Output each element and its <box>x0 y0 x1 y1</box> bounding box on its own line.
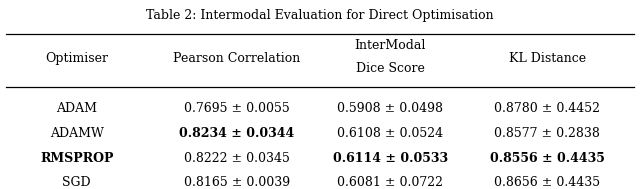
Text: 0.5908 ± 0.0498: 0.5908 ± 0.0498 <box>337 102 444 115</box>
Text: 0.7695 ± 0.0055: 0.7695 ± 0.0055 <box>184 102 290 115</box>
Text: 0.6114 ± 0.0533: 0.6114 ± 0.0533 <box>333 152 448 165</box>
Text: 0.8780 ± 0.4452: 0.8780 ± 0.4452 <box>494 102 600 115</box>
Text: 0.8656 ± 0.4435: 0.8656 ± 0.4435 <box>494 176 600 189</box>
Text: RMSPROP: RMSPROP <box>40 152 113 165</box>
Text: Optimiser: Optimiser <box>45 52 108 65</box>
Text: 0.6081 ± 0.0722: 0.6081 ± 0.0722 <box>337 176 444 189</box>
Text: 0.8556 ± 0.4435: 0.8556 ± 0.4435 <box>490 152 605 165</box>
Text: ADAM: ADAM <box>56 102 97 115</box>
Text: 0.8234 ± 0.0344: 0.8234 ± 0.0344 <box>179 127 294 140</box>
Text: SGD: SGD <box>63 176 91 189</box>
Text: Dice Score: Dice Score <box>356 63 425 75</box>
Text: Table 2: Intermodal Evaluation for Direct Optimisation: Table 2: Intermodal Evaluation for Direc… <box>146 9 494 22</box>
Text: 0.8577 ± 0.2838: 0.8577 ± 0.2838 <box>494 127 600 140</box>
Text: KL Distance: KL Distance <box>509 52 586 65</box>
Text: Pearson Correlation: Pearson Correlation <box>173 52 300 65</box>
Text: ADAMW: ADAMW <box>50 127 104 140</box>
Text: 0.8165 ± 0.0039: 0.8165 ± 0.0039 <box>184 176 290 189</box>
Text: InterModal: InterModal <box>355 39 426 52</box>
Text: 0.8222 ± 0.0345: 0.8222 ± 0.0345 <box>184 152 290 165</box>
Text: 0.6108 ± 0.0524: 0.6108 ± 0.0524 <box>337 127 444 140</box>
